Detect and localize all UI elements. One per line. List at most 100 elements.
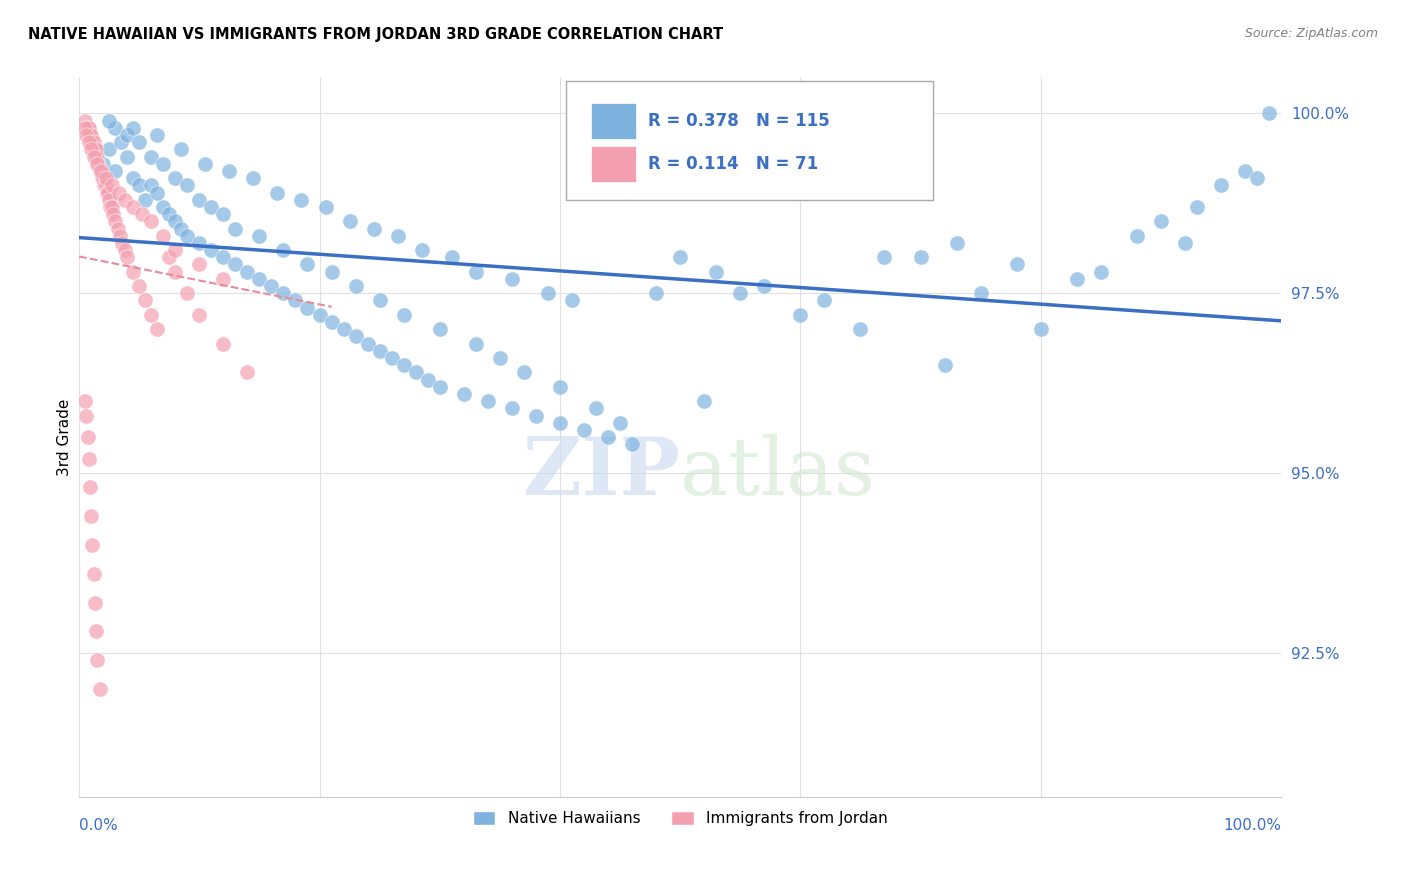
Text: 100.0%: 100.0% <box>1223 818 1281 833</box>
Point <box>212 272 235 286</box>
Point <box>585 401 607 416</box>
Point <box>284 293 307 308</box>
Point <box>165 243 187 257</box>
Point <box>1066 272 1088 286</box>
Point <box>321 315 343 329</box>
Text: Source: ZipAtlas.com: Source: ZipAtlas.com <box>1244 27 1378 40</box>
Point <box>934 358 956 372</box>
Point <box>176 178 198 193</box>
Point <box>308 308 330 322</box>
Point <box>131 207 153 221</box>
Point <box>80 509 103 524</box>
Point <box>224 257 246 271</box>
Point <box>93 178 115 193</box>
Point <box>96 186 118 200</box>
Text: ZIP: ZIP <box>523 434 681 512</box>
Point <box>188 257 211 271</box>
Point <box>122 120 145 135</box>
Point <box>440 250 463 264</box>
Point <box>645 286 668 301</box>
Point <box>332 322 354 336</box>
Point <box>910 250 932 264</box>
Point <box>146 128 169 142</box>
Point <box>387 228 409 243</box>
Point <box>728 286 751 301</box>
Point <box>453 387 475 401</box>
Point <box>128 178 150 193</box>
Point <box>1029 322 1052 336</box>
Point <box>75 394 97 409</box>
Point <box>114 193 136 207</box>
Y-axis label: 3rd Grade: 3rd Grade <box>58 399 72 475</box>
Point <box>128 279 150 293</box>
Point <box>1150 214 1173 228</box>
Point <box>218 164 240 178</box>
Point <box>98 113 121 128</box>
Point <box>212 207 235 221</box>
Point <box>75 113 97 128</box>
Point <box>200 200 222 214</box>
Point <box>157 207 180 221</box>
Point <box>212 336 235 351</box>
Point <box>152 157 174 171</box>
Point <box>548 380 571 394</box>
Point <box>411 243 433 257</box>
Point <box>98 142 121 156</box>
Point <box>152 200 174 214</box>
Point <box>91 157 114 171</box>
Point <box>141 214 163 228</box>
Point <box>368 293 391 308</box>
Point <box>75 128 97 142</box>
Point <box>188 308 211 322</box>
Point <box>122 171 145 186</box>
Point <box>501 272 523 286</box>
Point <box>321 265 343 279</box>
Point <box>392 308 415 322</box>
Point <box>290 193 312 207</box>
Point <box>1090 265 1112 279</box>
Point <box>537 286 560 301</box>
Point <box>297 257 319 271</box>
Point <box>1258 106 1281 120</box>
Point <box>242 171 264 186</box>
Point <box>621 437 644 451</box>
Point <box>488 351 510 365</box>
Point <box>134 193 156 207</box>
Point <box>75 120 97 135</box>
Point <box>477 394 499 409</box>
Point <box>561 293 583 308</box>
Point <box>152 228 174 243</box>
Point <box>416 373 439 387</box>
Point <box>1185 200 1208 214</box>
Point <box>104 164 127 178</box>
Point <box>97 186 120 200</box>
Point <box>849 322 872 336</box>
Point <box>86 150 108 164</box>
Point <box>344 329 367 343</box>
Point <box>100 200 122 214</box>
Point <box>176 286 198 301</box>
Point <box>693 394 716 409</box>
Point <box>84 142 107 156</box>
Point <box>110 135 132 149</box>
Point <box>236 365 259 379</box>
Point <box>969 286 991 301</box>
Point <box>524 409 547 423</box>
Point <box>82 135 104 149</box>
Point <box>83 566 105 581</box>
Point <box>945 235 967 250</box>
Point <box>76 120 98 135</box>
Point <box>83 596 105 610</box>
Point <box>91 171 114 186</box>
Point <box>107 186 129 200</box>
Point <box>90 164 112 178</box>
Point <box>98 193 121 207</box>
Point <box>104 120 127 135</box>
Point <box>249 228 271 243</box>
Point <box>146 322 169 336</box>
Point <box>141 150 163 164</box>
Point <box>165 265 187 279</box>
Point <box>115 150 138 164</box>
Point <box>572 423 595 437</box>
Point <box>266 186 288 200</box>
